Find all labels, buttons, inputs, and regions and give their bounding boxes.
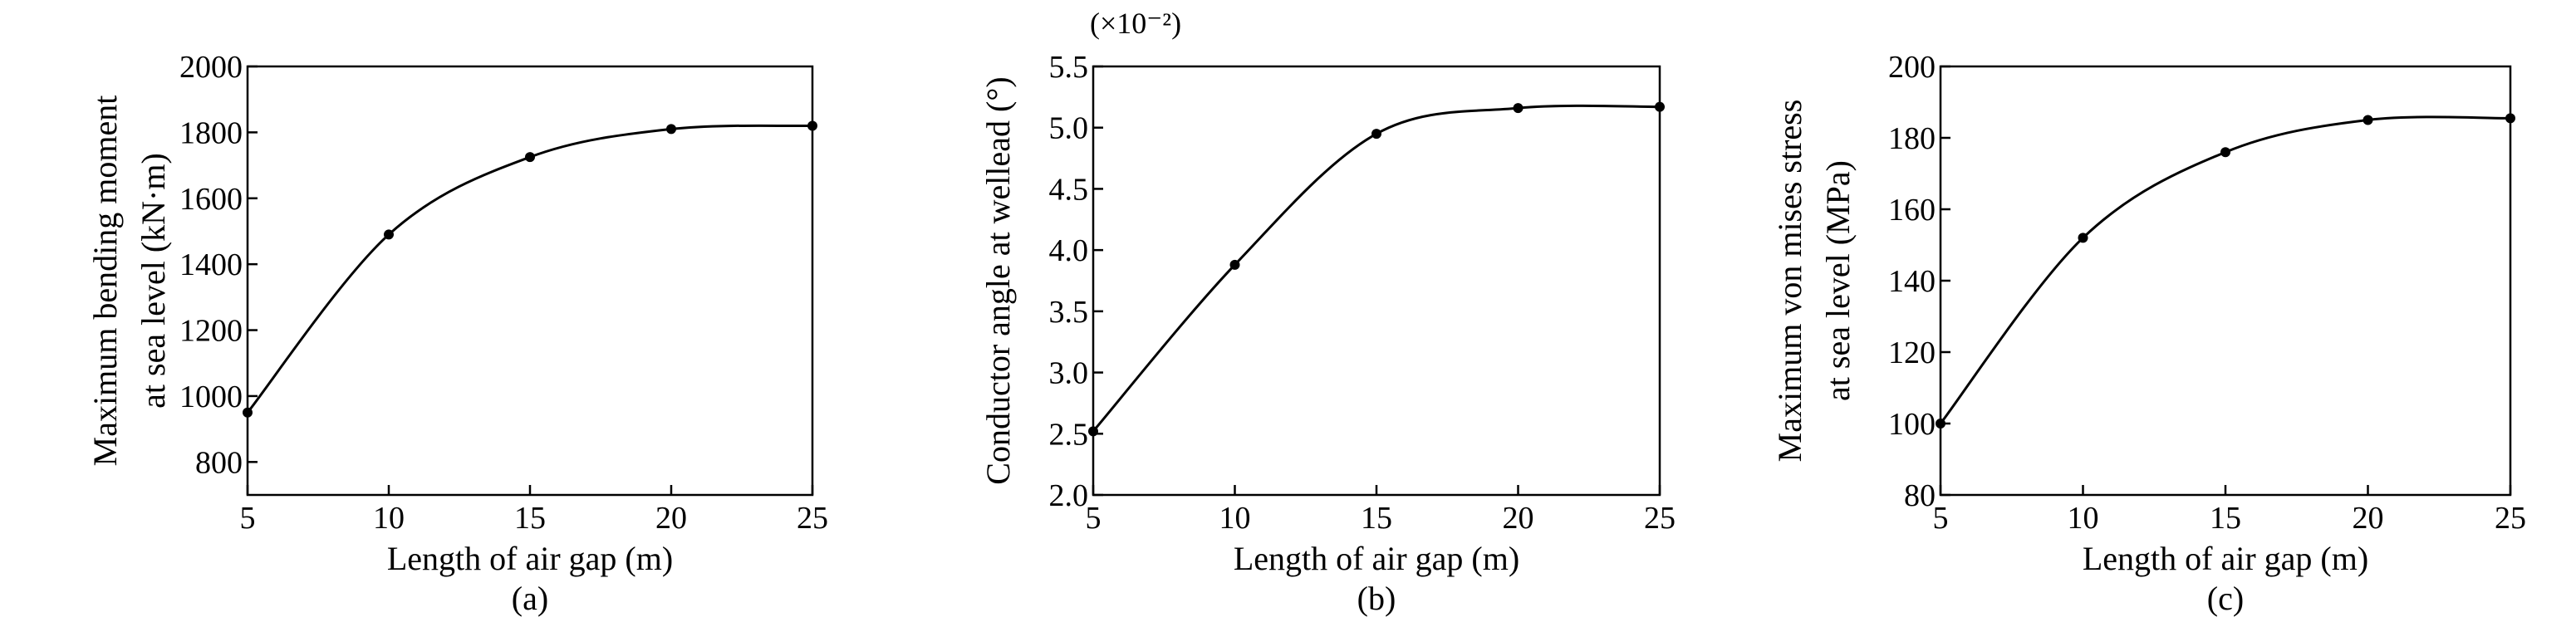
y-tick-label: 1200: [179, 314, 243, 349]
y-tick-label: 1400: [179, 247, 243, 282]
y-tick-label: 80: [1904, 478, 1936, 513]
series-line: [246, 124, 813, 414]
y-axis-multiplier: (×10⁻²): [1090, 7, 1181, 40]
data-point: [243, 407, 253, 418]
x-tick-label: 5: [1086, 501, 1102, 536]
data-point: [807, 120, 817, 131]
y-tick-label: 200: [1888, 50, 1936, 85]
y-tick-label: 5.5: [1049, 50, 1089, 85]
series-line: [1939, 115, 2511, 424]
data-point: [1936, 419, 1945, 429]
y-tick-label: 120: [1888, 335, 1936, 370]
x-tick-label: 20: [1503, 501, 1534, 536]
y-tick-label: 2.5: [1049, 417, 1089, 452]
x-tick-label: 10: [1219, 501, 1251, 536]
chart-panel-b: 5 10 15 20 25 2.0 2.5 3.0 3.5 4.0 4.5 5.0 5.5 Length …: [979, 7, 1676, 617]
data-point: [2220, 147, 2230, 158]
chart-panel-a: 5 10 15 20 25 800 1000 1200 1400 1600 1800 2000 Leng…: [86, 50, 828, 617]
data-point: [1088, 426, 1098, 437]
y-tick-label: 160: [1888, 193, 1936, 228]
x-tick-label: 15: [2210, 501, 2241, 536]
y-tick-label: 4.5: [1049, 172, 1089, 207]
x-tick-label: 20: [655, 501, 687, 536]
y-tick-label: 3.5: [1049, 295, 1089, 330]
series-line: [1092, 104, 1661, 433]
plot-frame: [246, 65, 814, 497]
y-tick-label: 2.0: [1049, 478, 1089, 513]
data-point: [666, 124, 676, 135]
x-tick-label: 25: [1644, 501, 1676, 536]
y-axis-title: Conductor angle at wellead (°): [979, 76, 1017, 484]
data-point: [1655, 101, 1665, 112]
x-tick-label: 15: [514, 501, 546, 536]
x-tick-label: 5: [1933, 501, 1949, 536]
x-axis-title: Length of air gap (m): [1234, 540, 1519, 577]
x-tick-label: 10: [373, 501, 405, 536]
y-axis-title: at sea level (kN·m): [135, 153, 172, 409]
y-tick-label: 5.0: [1049, 111, 1089, 146]
x-axis-title: Length of air gap (m): [2083, 540, 2368, 577]
x-tick-label: 5: [240, 501, 256, 536]
y-tick-label: 4.0: [1049, 233, 1089, 268]
data-point: [1371, 129, 1381, 140]
data-point: [2505, 113, 2515, 124]
y-axis-title: Maximum von mises stress: [1771, 100, 1808, 463]
panel-label: (b): [1357, 580, 1396, 617]
chart-panel-c: 5 10 15 20 25 80 100 120 140 160 180 200 Length of a…: [1771, 50, 2526, 617]
x-tick-label: 25: [2495, 501, 2526, 536]
y-axis-title: at sea level (MPa): [1819, 160, 1857, 401]
x-tick-label: 10: [2068, 501, 2099, 536]
y-tick-label: 2000: [179, 50, 243, 85]
y-axis-title: Maximum bending moment: [86, 96, 124, 467]
data-point: [384, 229, 394, 240]
y-tick-label: 1600: [179, 182, 243, 217]
y-tick-label: 180: [1888, 121, 1936, 156]
y-tick-label: 3.0: [1049, 356, 1089, 391]
panel-label: (a): [512, 580, 548, 617]
x-tick-label: 20: [2353, 501, 2384, 536]
panel-label: (c): [2207, 580, 2244, 617]
plot-frame: [1939, 65, 2512, 497]
data-point: [2078, 233, 2088, 243]
y-tick-label: 1800: [179, 115, 243, 150]
y-tick-label: 100: [1888, 407, 1936, 442]
x-tick-label: 25: [797, 501, 828, 536]
x-tick-label: 15: [1361, 501, 1392, 536]
data-point: [1513, 103, 1524, 114]
y-tick-label: 800: [195, 445, 243, 480]
y-tick-label: 1000: [179, 380, 243, 414]
data-point: [1229, 259, 1240, 270]
data-point: [2363, 115, 2373, 125]
x-axis-title: Length of air gap (m): [387, 540, 673, 577]
y-tick-label: 140: [1888, 264, 1936, 299]
data-point: [525, 152, 535, 163]
